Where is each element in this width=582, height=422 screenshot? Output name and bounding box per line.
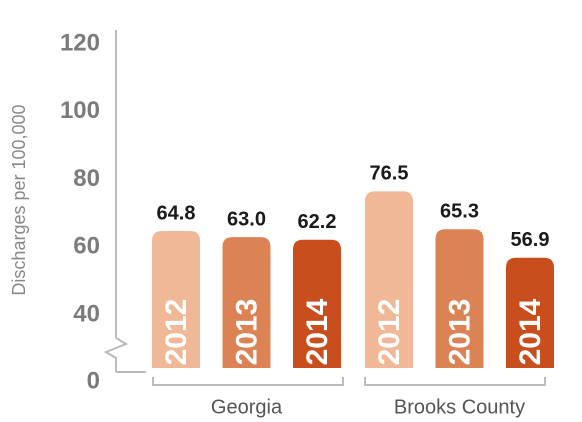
bar: [365, 191, 413, 368]
y-tick-label: 80: [73, 165, 100, 192]
series-label: 2013: [230, 299, 263, 366]
series-label: 2012: [373, 299, 406, 366]
series-label: 2014: [514, 298, 547, 365]
bar: [222, 237, 271, 368]
y-tick-label: 40: [73, 300, 100, 327]
y-axis-label: Discharges per 100,000: [9, 104, 29, 295]
axis: [103, 30, 546, 386]
value-label: 65.3: [440, 201, 479, 223]
y-tick-label: 100: [60, 97, 100, 124]
bar: [152, 230, 200, 368]
series-label: 2013: [443, 299, 476, 366]
y-tick-label: 120: [60, 29, 100, 56]
value-label: 62.2: [298, 211, 337, 233]
x-tick-label: Georgia: [211, 396, 283, 418]
bar: [293, 239, 341, 368]
series-label: 2014: [301, 298, 334, 365]
value-label: 63.0: [227, 208, 266, 230]
value-label: 56.9: [511, 229, 550, 251]
value-label: 76.5: [370, 163, 409, 185]
value-label: 64.8: [157, 202, 196, 224]
y-tick-label: 0: [87, 367, 100, 394]
y-tick-label: 60: [73, 233, 100, 260]
x-tick-label: Brooks County: [394, 396, 525, 418]
group-bracket: [364, 377, 546, 386]
series-label: 2012: [160, 299, 193, 366]
axis-break: [103, 337, 129, 372]
bar: [506, 257, 554, 368]
bar: [435, 229, 484, 368]
group-bracket: [152, 377, 344, 386]
